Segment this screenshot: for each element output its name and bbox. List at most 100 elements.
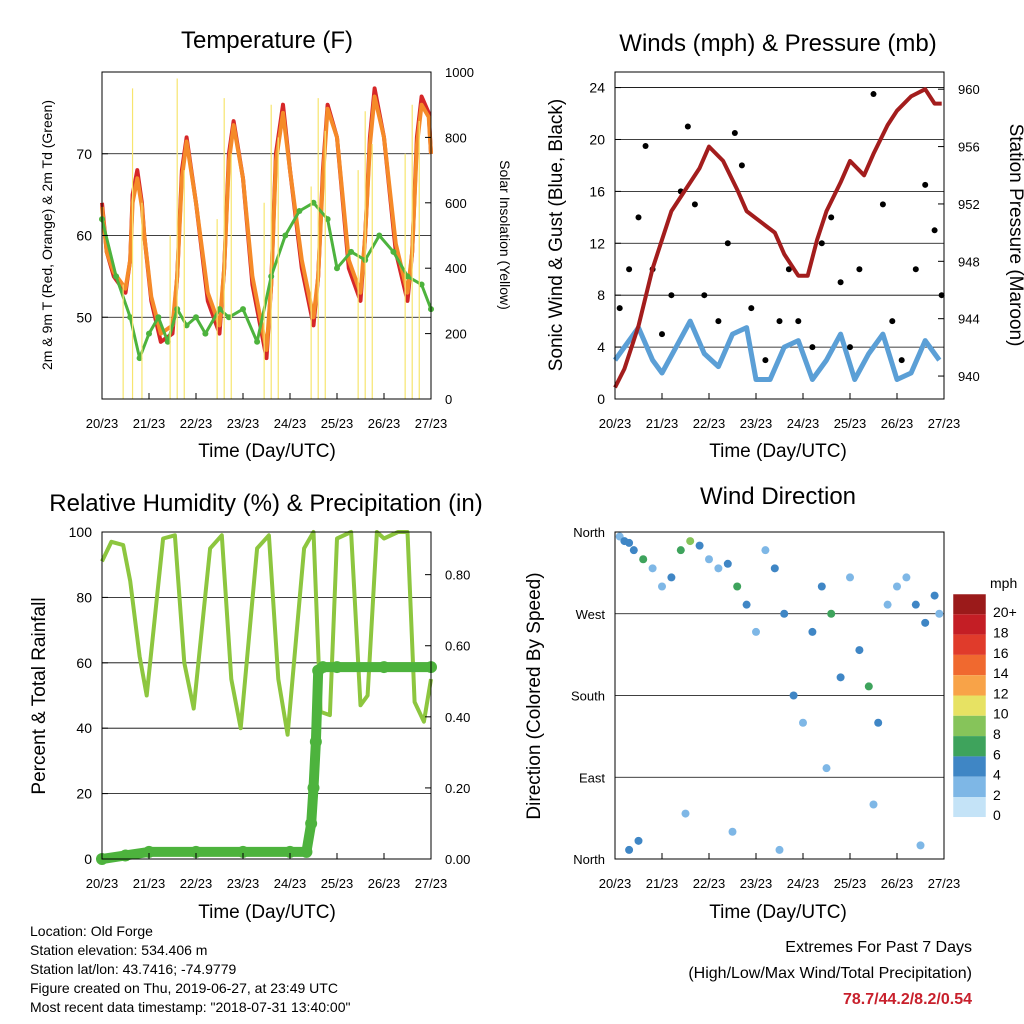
x-tick-label: 23/23 <box>227 416 260 431</box>
direction-point <box>864 682 873 691</box>
y-tick-label: 20 <box>589 131 605 147</box>
humidity-panel: Relative Humidity (%) & Precipitation (i… <box>29 490 483 923</box>
gust-point <box>626 266 633 273</box>
gust-point <box>659 331 665 338</box>
y-tick-label: 24 <box>589 80 605 96</box>
temperature-title: Temperature (F) <box>181 27 353 54</box>
legend-swatch <box>953 654 986 676</box>
legend-label: 4 <box>993 767 1001 783</box>
gust-point <box>870 91 877 98</box>
legend-swatch <box>953 594 986 615</box>
y-tick-label: 20 <box>76 786 92 802</box>
x-tick-label: 25/23 <box>834 416 867 431</box>
gust-point <box>809 344 816 351</box>
y-tick-label: 40 <box>76 720 92 736</box>
y-right-tick-label: 600 <box>445 196 467 211</box>
gust-point <box>931 227 938 234</box>
y-right-tick-label: 0.40 <box>445 710 470 725</box>
x-tick-label: 24/23 <box>274 876 307 891</box>
direction-point <box>808 627 817 636</box>
gust-point <box>635 214 642 221</box>
x-tick-label: 20/23 <box>86 416 119 431</box>
direction-point <box>625 538 634 547</box>
wind-direction-xlabel: Time (Day/UTC) <box>709 902 847 923</box>
gust-point <box>715 318 722 325</box>
y-right-tick-label: 0.80 <box>445 568 470 583</box>
winds-ylabel-right: Station Pressure (Maroon) <box>1005 124 1024 347</box>
winds-xlabel: Time (Day/UTC) <box>709 441 847 462</box>
x-tick-label: 27/23 <box>415 876 448 891</box>
info-created: Figure created on Thu, 2019-06-27, at 23… <box>30 980 338 996</box>
y-right-tick-label: 1000 <box>445 65 474 80</box>
direction-point <box>799 718 807 727</box>
gust-point <box>738 162 745 169</box>
legend-swatch <box>953 675 986 696</box>
direction-point <box>648 564 657 573</box>
rainfall-line <box>101 662 431 864</box>
extremes-box: Extremes For Past 7 Days (High/Low/Max W… <box>688 935 972 1013</box>
direction-point <box>869 800 878 809</box>
direction-point <box>883 600 892 609</box>
y-tick-label: West <box>576 607 606 622</box>
y-tick-label: 16 <box>589 183 605 199</box>
direction-point <box>681 809 690 818</box>
wind-direction-title: Wind Direction <box>700 483 856 510</box>
y-tick-label: 4 <box>597 339 605 355</box>
humidity-plot-area <box>96 530 437 865</box>
humidity-frame <box>101 531 432 860</box>
legend-swatch <box>953 756 986 777</box>
wind-line <box>612 318 942 382</box>
direction-point <box>846 573 854 582</box>
temperature-ylabel: 2m & 9m T (Red, Orange) & 2m Td (Green) <box>39 100 55 370</box>
direction-point <box>930 591 939 600</box>
gust-point <box>818 240 825 247</box>
extremes-values: 78.7/44.2/8.2/0.54 <box>843 991 972 1008</box>
y-right-tick-label: 948 <box>958 254 980 269</box>
y-tick-label: 60 <box>76 655 92 671</box>
gust-point <box>684 123 691 130</box>
temp-9m-line <box>100 94 433 352</box>
y-tick-label: North <box>573 525 605 540</box>
y-right-tick-label: 956 <box>958 140 980 155</box>
gust-point <box>837 279 844 286</box>
legend-label: 6 <box>993 746 1001 762</box>
direction-point <box>836 673 845 682</box>
x-tick-label: 26/23 <box>881 876 914 891</box>
x-tick-label: 26/23 <box>881 416 914 431</box>
gust-point <box>748 305 755 312</box>
x-tick-label: 23/23 <box>740 416 773 431</box>
y-right-tick-label: 400 <box>445 261 467 276</box>
direction-point <box>893 582 901 591</box>
legend-label: 0 <box>993 807 1001 823</box>
gust-point <box>785 266 792 273</box>
direction-point <box>639 555 648 564</box>
x-tick-label: 25/23 <box>321 416 354 431</box>
x-tick-label: 21/23 <box>133 876 166 891</box>
y-tick-label: 80 <box>76 589 92 605</box>
y-tick-label: East <box>579 770 605 785</box>
x-tick-label: 23/23 <box>227 876 260 891</box>
x-tick-label: 24/23 <box>787 416 820 431</box>
y-right-tick-label: 944 <box>958 312 980 327</box>
legend-label: 10 <box>993 706 1009 722</box>
y-tick-label: 70 <box>76 146 92 162</box>
gust-point <box>731 129 738 136</box>
direction-point <box>761 546 770 555</box>
temperature-xlabel: Time (Day/UTC) <box>198 441 336 462</box>
direction-point <box>817 582 826 591</box>
legend-label: 12 <box>993 685 1009 701</box>
x-tick-label: 22/23 <box>180 876 213 891</box>
direction-point <box>723 559 732 568</box>
wind-direction-frame <box>614 531 945 860</box>
direction-point <box>855 646 864 655</box>
gust-point <box>691 201 698 208</box>
direction-point <box>827 609 836 618</box>
legend-label: 18 <box>993 624 1009 640</box>
direction-point <box>916 841 925 850</box>
temperature-ylabel-right: Solar Insolation (Yellow) <box>497 160 513 310</box>
direction-point <box>780 609 789 618</box>
wind-direction-ylabel: Direction (Colored By Speed) <box>524 572 545 819</box>
legend-unit: mph <box>990 575 1017 591</box>
y-tick-label: South <box>571 689 605 704</box>
